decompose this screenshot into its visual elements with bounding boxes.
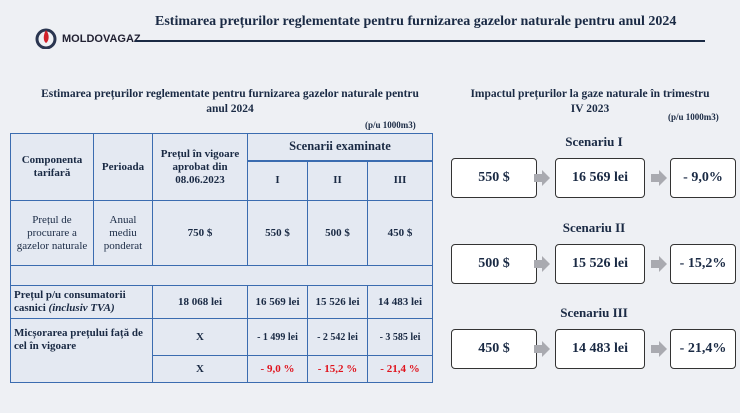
cell: 500 $ bbox=[307, 200, 368, 266]
header-cell: I bbox=[247, 160, 308, 201]
empty-row bbox=[10, 265, 433, 286]
cell: 15 526 lei bbox=[307, 285, 368, 319]
row-label: Prețul p/u consumatorii casnici bbox=[14, 289, 126, 314]
scenario-name: Scenariu I bbox=[565, 134, 623, 149]
cell: - 1 499 lei bbox=[247, 318, 308, 356]
change-box: - 21,4% bbox=[670, 329, 736, 369]
header-cell: Perioada bbox=[93, 133, 153, 201]
cell: - 15,2 % bbox=[307, 355, 368, 383]
title-rule bbox=[135, 40, 705, 42]
cell: Prețul p/u consumatorii casnici (inclusi… bbox=[10, 285, 153, 319]
scenario-name: Scenariu III bbox=[560, 305, 628, 320]
arrow bbox=[651, 256, 667, 272]
cell: Prețul de procurare a gazelor naturale bbox=[10, 200, 94, 266]
cell: 550 $ bbox=[247, 200, 308, 266]
change-box: - 9,0% bbox=[670, 158, 736, 198]
row-note: (inclusiv TVA) bbox=[48, 302, 115, 314]
logo-text: MOLDOVAGAZ bbox=[62, 33, 141, 45]
price-box: 450 $ bbox=[451, 329, 537, 369]
cell: - 21,4 % bbox=[367, 355, 433, 383]
scenario-name: Scenariu II bbox=[562, 220, 626, 235]
cell: X bbox=[152, 318, 248, 356]
table-unit: (p/u 1000m3) bbox=[365, 120, 416, 130]
cell: 750 $ bbox=[152, 200, 248, 266]
cell: Anual mediu ponderat bbox=[93, 200, 153, 266]
cell: X bbox=[152, 355, 248, 383]
lei-box: 15 526 lei bbox=[555, 244, 645, 284]
impact-title: Impactul prețurilor la gaze naturale în … bbox=[470, 88, 710, 115]
change-box: - 15,2% bbox=[670, 244, 736, 284]
header-cell: III bbox=[367, 160, 433, 201]
arrow bbox=[534, 170, 550, 186]
header-cell: II bbox=[307, 160, 368, 201]
header-cell: Scenarii examinate bbox=[247, 133, 433, 162]
header-cell: Prețul în vigoare aprobat din 08.06.2023 bbox=[152, 133, 248, 201]
header-cell: Componenta tarifară bbox=[10, 133, 94, 201]
cell: - 2 542 lei bbox=[307, 318, 368, 356]
lei-box: 16 569 lei bbox=[555, 158, 645, 198]
cell: - 3 585 lei bbox=[367, 318, 433, 356]
arrow bbox=[651, 170, 667, 186]
cell: - 9,0 % bbox=[247, 355, 308, 383]
price-table: Componenta tarifară Perioada Prețul în v… bbox=[10, 133, 433, 383]
arrow bbox=[534, 341, 550, 357]
page-title: Estimarea prețurilor reglementate pentru… bbox=[155, 14, 677, 29]
cell: 18 068 lei bbox=[152, 285, 248, 319]
price-box: 500 $ bbox=[451, 244, 537, 284]
lei-box: 14 483 lei bbox=[555, 329, 645, 369]
table-title: Estimarea prețurilor reglementate pentru… bbox=[41, 88, 419, 115]
cell: 450 $ bbox=[367, 200, 433, 266]
arrow bbox=[534, 256, 550, 272]
cell: 14 483 lei bbox=[367, 285, 433, 319]
cell: 16 569 lei bbox=[247, 285, 308, 319]
logo-icon bbox=[35, 28, 57, 49]
cell: Micșorarea prețului față de cel în vigoa… bbox=[10, 318, 153, 383]
price-box: 550 $ bbox=[451, 158, 537, 198]
impact-unit: (p/u 1000m3) bbox=[668, 112, 719, 122]
arrow bbox=[651, 341, 667, 357]
